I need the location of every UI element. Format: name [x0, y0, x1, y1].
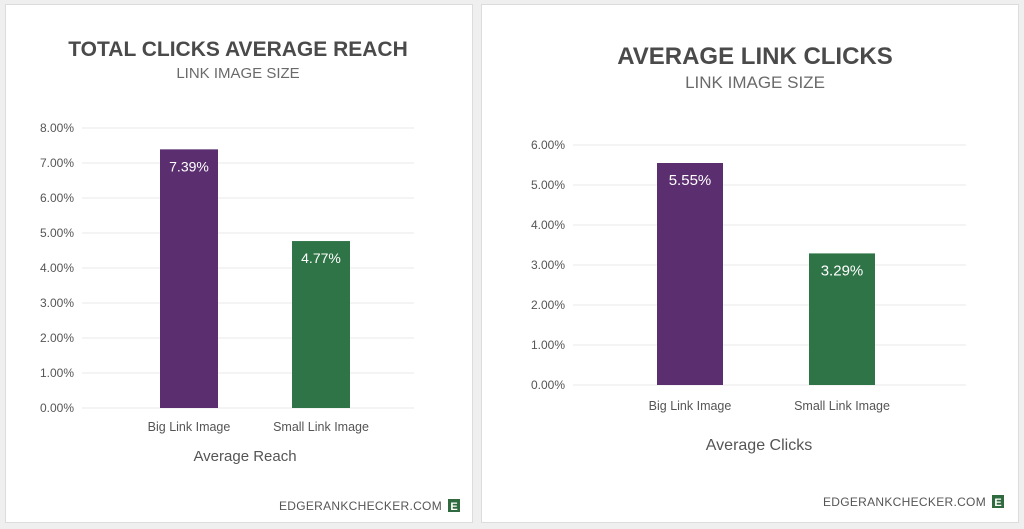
- x-category-label: Big Link Image: [649, 399, 732, 413]
- chart-subtitle: LINK IMAGE SIZE: [685, 73, 825, 92]
- bar: [657, 163, 723, 385]
- bar-value-label: 7.39%: [169, 158, 209, 174]
- bar-value-label: 5.55%: [669, 172, 712, 189]
- bar: [809, 253, 875, 385]
- chart-title: AVERAGE LINK CLICKS: [617, 43, 893, 70]
- y-tick-label: 2.00%: [531, 298, 565, 312]
- y-tick-label: 2.00%: [40, 331, 74, 345]
- y-tick-label: 3.00%: [531, 258, 565, 272]
- brand-badge-icon: [448, 499, 460, 512]
- y-tick-label: 5.00%: [40, 226, 74, 240]
- clicks-chart: AVERAGE LINK CLICKS LINK IMAGE SIZE 0.00…: [531, 43, 1004, 509]
- y-tick-label: 1.00%: [531, 338, 565, 352]
- y-tick-label: 3.00%: [40, 296, 74, 310]
- brand-badge-icon: [992, 495, 1004, 508]
- y-tick-label: 7.00%: [40, 156, 74, 170]
- y-tick-label: 6.00%: [40, 191, 74, 205]
- brand-text: EDGERANKCHECKER.COM: [279, 499, 442, 513]
- chart-panel-clicks: AVERAGE LINK CLICKS LINK IMAGE SIZE 0.00…: [481, 4, 1019, 523]
- chart-title: TOTAL CLICKS AVERAGE REACH: [68, 38, 408, 61]
- chart-subtitle: LINK IMAGE SIZE: [176, 65, 299, 82]
- brand-text: EDGERANKCHECKER.COM: [823, 495, 986, 509]
- y-tick-label: 4.00%: [531, 218, 565, 232]
- reach-chart: TOTAL CLICKS AVERAGE REACH LINK IMAGE SI…: [40, 38, 460, 513]
- x-axis-label: Average Reach: [193, 448, 296, 465]
- brand-badge-letter: E: [994, 497, 1001, 509]
- y-tick-label: 8.00%: [40, 121, 74, 135]
- x-category-label: Big Link Image: [148, 420, 231, 434]
- bar: [160, 149, 218, 408]
- bar-value-label: 4.77%: [301, 250, 341, 266]
- x-category-label: Small Link Image: [794, 399, 890, 413]
- y-tick-label: 0.00%: [531, 378, 565, 392]
- x-category-label: Small Link Image: [273, 420, 369, 434]
- y-tick-label: 5.00%: [531, 178, 565, 192]
- brand-badge-letter: E: [450, 501, 457, 513]
- y-tick-label: 6.00%: [531, 138, 565, 152]
- y-tick-label: 0.00%: [40, 401, 74, 415]
- y-tick-label: 4.00%: [40, 261, 74, 275]
- x-axis-label: Average Clicks: [706, 437, 812, 454]
- bar-value-label: 3.29%: [821, 262, 864, 279]
- bar: [292, 241, 350, 408]
- chart-panel-reach: TOTAL CLICKS AVERAGE REACH LINK IMAGE SI…: [5, 4, 473, 523]
- y-tick-label: 1.00%: [40, 366, 74, 380]
